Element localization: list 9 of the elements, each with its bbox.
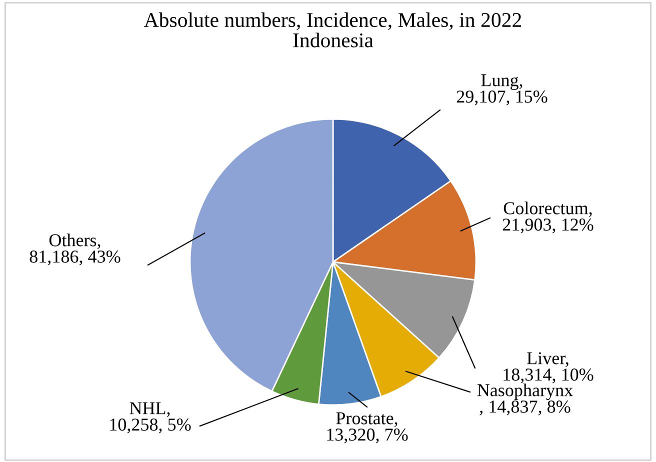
chart-title: Absolute numbers, Incidence, Males, in 2022 Indonesia bbox=[144, 12, 522, 48]
slice-label: Colorectum, 21,903, 12% bbox=[502, 202, 594, 234]
slice-label: Lung, 29,107, 15% bbox=[456, 74, 548, 106]
data-label: , 14,837, 8% bbox=[480, 400, 570, 416]
slice-label: Liver, 18,314, 10% bbox=[504, 352, 594, 384]
slice-label: Others, 81,186, 43% bbox=[30, 234, 120, 266]
slice-label: Prostate, 13,320, 7% bbox=[327, 412, 408, 444]
slice-label: Nasopharynx bbox=[477, 384, 573, 400]
slice-label: NHL, 10,258, 5% bbox=[110, 402, 191, 434]
